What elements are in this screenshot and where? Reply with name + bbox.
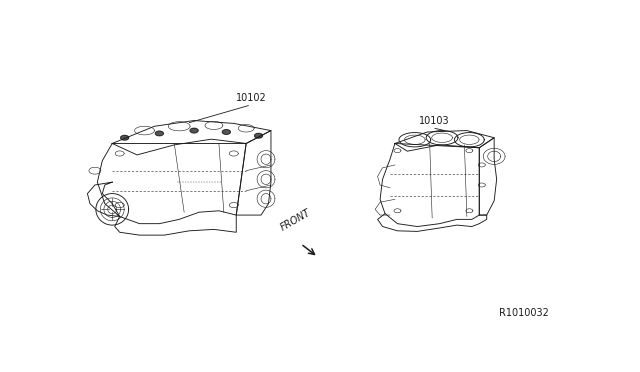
Polygon shape <box>156 131 163 136</box>
Polygon shape <box>222 130 230 134</box>
Polygon shape <box>255 134 262 138</box>
Text: 10102: 10102 <box>236 93 266 103</box>
Text: R1010032: R1010032 <box>499 308 548 318</box>
Text: FRONT: FRONT <box>278 207 312 232</box>
Text: 10103: 10103 <box>419 116 450 126</box>
Polygon shape <box>121 135 129 140</box>
Polygon shape <box>190 128 198 133</box>
